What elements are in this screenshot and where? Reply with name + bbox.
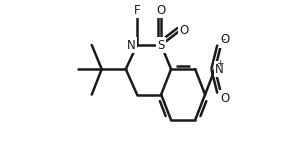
Text: O: O	[220, 92, 230, 105]
Text: S: S	[158, 38, 165, 52]
Text: O: O	[180, 24, 189, 37]
Text: -: -	[223, 35, 226, 44]
Text: O: O	[220, 33, 230, 46]
Text: O: O	[156, 4, 166, 17]
Text: N: N	[215, 63, 224, 76]
Text: N: N	[127, 38, 136, 52]
Text: +: +	[216, 59, 224, 68]
Text: F: F	[134, 4, 141, 17]
